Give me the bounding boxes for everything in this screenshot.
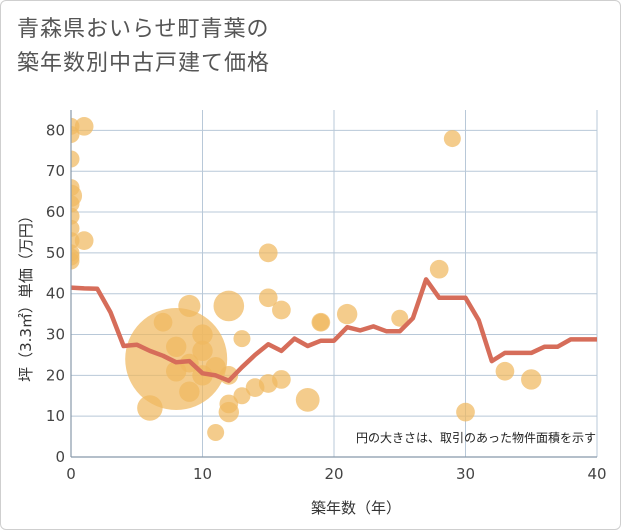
data-bubble (391, 309, 409, 327)
bubble-size-note: 円の大きさは、取引のあった物件面積を示す (356, 430, 596, 445)
axes: 0 10 20 30 40 50 60 70 80 0 10 20 30 40 (46, 110, 607, 483)
data-bubble (71, 125, 80, 143)
chart-title-line-1: 青森県おいらせ町青葉の (17, 17, 270, 42)
y-tick-label: 40 (46, 285, 65, 303)
data-bubble (74, 116, 94, 136)
data-bubble (272, 370, 291, 389)
chart-title: 青森県おいらせ町青葉の 築年数別中古戸建て価格 (17, 13, 270, 81)
y-tick-label: 20 (46, 366, 65, 384)
data-bubble (429, 259, 449, 279)
y-tick-label: 0 (55, 448, 65, 466)
data-bubble (74, 231, 94, 250)
data-bubble (179, 381, 200, 402)
y-tick-label: 50 (46, 244, 65, 262)
data-bubble (207, 424, 225, 442)
data-bubble (71, 179, 80, 197)
y-tick-label: 10 (46, 407, 65, 425)
y-tick-label: 60 (46, 203, 65, 221)
data-bubble (495, 361, 515, 381)
data-bubble (312, 313, 330, 331)
x-tick-label: 0 (66, 465, 76, 483)
data-bubble (258, 243, 278, 263)
data-bubble (137, 395, 163, 421)
data-bubble (233, 387, 251, 405)
x-tick-label: 10 (193, 465, 212, 483)
data-bubble (295, 387, 320, 412)
x-tick-label: 30 (456, 465, 475, 483)
data-bubble (153, 312, 173, 332)
data-bubble (178, 294, 201, 318)
x-axis-label: 築年数（年） (311, 499, 401, 517)
y-axis-label: 坪（3.3㎡）単価（万円） (17, 208, 35, 382)
data-bubble (336, 303, 358, 325)
data-bubble (219, 394, 239, 414)
data-bubble (456, 402, 475, 422)
average-line-group (71, 277, 597, 383)
data-bubble (71, 252, 80, 270)
x-tick-label: 40 (587, 465, 606, 483)
x-tick-label: 20 (324, 465, 343, 483)
data-bubble (258, 288, 278, 308)
data-bubble (71, 150, 80, 168)
y-tick-label: 70 (46, 162, 65, 180)
y-tick-label: 80 (46, 121, 65, 139)
data-bubble (166, 336, 187, 357)
data-bubble (233, 330, 251, 348)
bubbles (71, 116, 542, 442)
data-bubble (443, 130, 461, 148)
chart-title-line-2: 築年数別中古戸建て価格 (17, 51, 271, 76)
data-bubble (192, 340, 213, 362)
data-bubble (213, 290, 245, 322)
y-tick-label: 30 (46, 326, 65, 344)
data-bubble (192, 324, 213, 345)
data-bubble (521, 369, 542, 390)
average-price-line (71, 277, 597, 383)
data-bubble (272, 300, 291, 320)
